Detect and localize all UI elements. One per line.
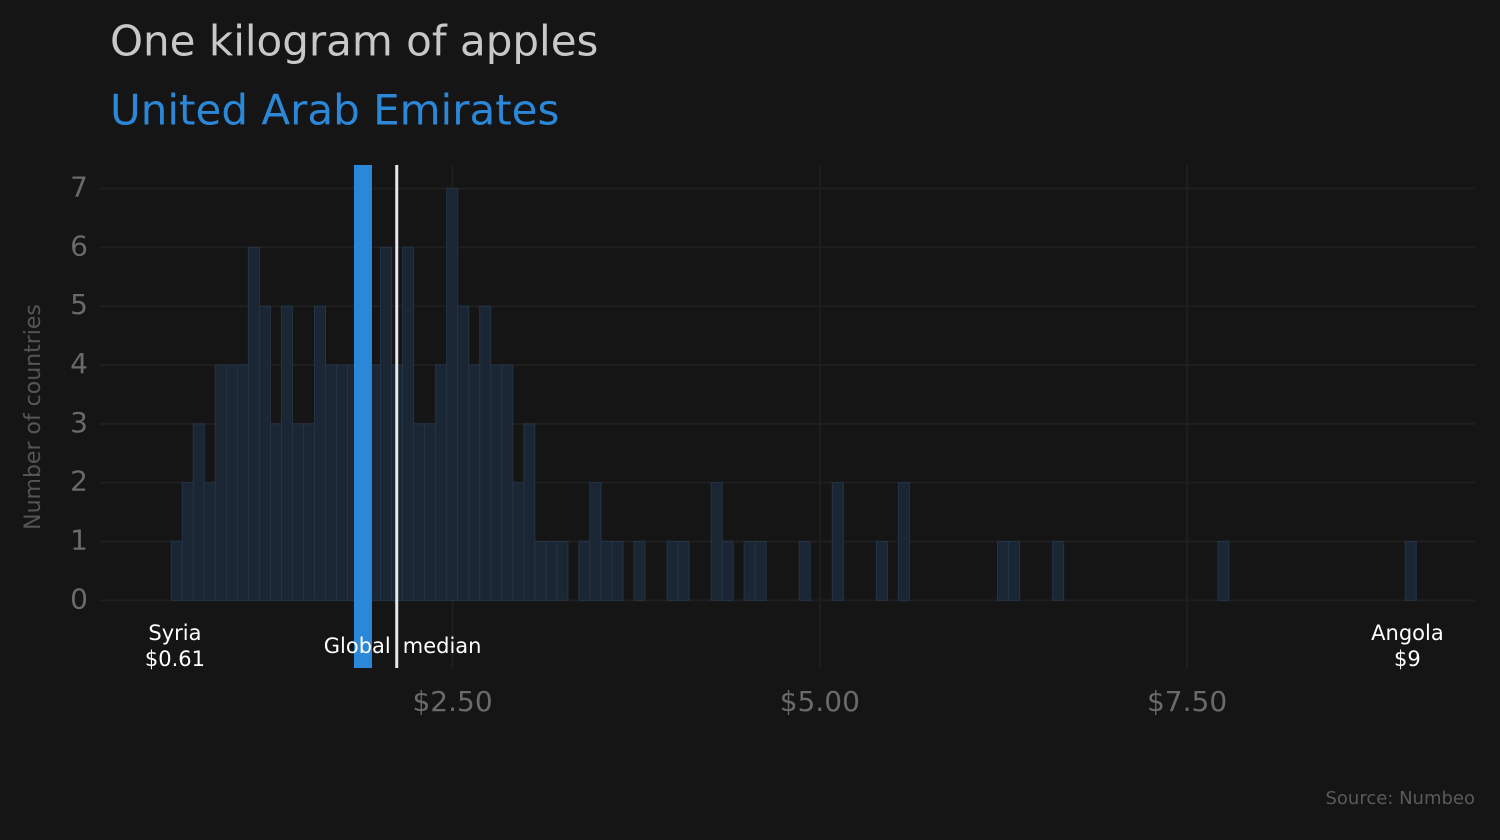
bar (280, 305, 293, 601)
y-tick-label: 1 (70, 524, 88, 557)
extreme-name: Angola (1371, 621, 1444, 645)
bar (203, 482, 216, 601)
y-tick-label: 5 (70, 288, 88, 321)
y-tick-label: 6 (70, 229, 88, 262)
bar (402, 246, 415, 601)
bar (236, 364, 249, 601)
bar (523, 423, 536, 601)
bar (743, 541, 756, 601)
bar (798, 541, 811, 601)
bar (214, 364, 227, 601)
bar (600, 541, 613, 601)
bar (831, 482, 844, 601)
bar (1404, 541, 1417, 601)
bar (313, 305, 326, 601)
bar (501, 364, 514, 601)
median-label: Global (324, 634, 391, 658)
bar (479, 305, 492, 601)
bar (721, 541, 734, 601)
extreme-value: $9 (1394, 647, 1421, 671)
bar (512, 482, 525, 601)
bar (258, 305, 271, 601)
y-tick-label: 2 (70, 465, 88, 498)
bar (380, 246, 393, 601)
bar (611, 541, 624, 601)
bar (875, 541, 888, 601)
y-axis-label: Number of countries (21, 304, 46, 530)
highlight-bar (353, 165, 372, 668)
bar (468, 364, 481, 601)
bar (181, 482, 194, 601)
bar (446, 188, 459, 601)
bar (457, 305, 470, 601)
bar (336, 364, 349, 601)
bar (633, 541, 646, 601)
extreme-value: $0.61 (145, 647, 205, 671)
bar (578, 541, 591, 601)
bar (1008, 541, 1021, 601)
source: Source: Numbeo (1325, 788, 1475, 809)
bar (1217, 541, 1230, 601)
bar (556, 541, 569, 601)
bar (997, 541, 1010, 601)
bar (424, 423, 437, 601)
x-tick-label: $5.00 (780, 685, 860, 718)
bar (435, 364, 448, 601)
bar (225, 364, 238, 601)
bar (545, 541, 558, 601)
bar (170, 541, 183, 601)
y-tick-label: 3 (70, 406, 88, 439)
bar (1052, 541, 1065, 601)
extreme-name: Syria (148, 621, 201, 645)
bar (897, 482, 910, 601)
bar (490, 364, 503, 601)
bar (534, 541, 547, 601)
bar (269, 423, 282, 601)
bar (192, 423, 205, 601)
bar (754, 541, 767, 601)
y-tick-label: 7 (70, 171, 88, 204)
bar (677, 541, 690, 601)
chart-subtitle: United Arab Emirates (110, 86, 559, 135)
bar (291, 423, 304, 601)
bar (666, 541, 679, 601)
chart-title: One kilogram of apples (110, 17, 598, 66)
median-label: median (403, 634, 482, 658)
x-tick-label: $2.50 (412, 685, 492, 718)
x-tick-label: $7.50 (1147, 685, 1227, 718)
bar (413, 423, 426, 601)
y-tick-label: 4 (70, 347, 88, 380)
bar (589, 482, 602, 601)
bar (302, 423, 315, 601)
bar (247, 246, 260, 601)
bar (324, 364, 338, 601)
bar (710, 482, 723, 601)
y-tick-label: 0 (70, 582, 88, 615)
